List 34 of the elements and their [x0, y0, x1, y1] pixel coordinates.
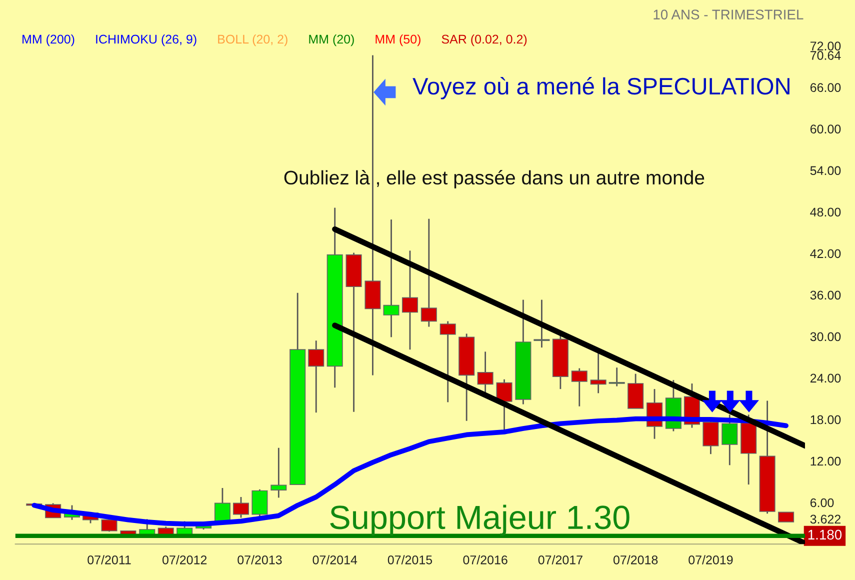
y-tick-label: 60.00 — [810, 124, 841, 134]
annotation: Support Majeur 1.30 — [330, 504, 630, 536]
y-tick-label: 48.00 — [810, 208, 841, 217]
legend-label: BOLL (20, 2) — [218, 34, 288, 46]
y-tick-label: 70.64 — [810, 51, 841, 60]
ref-line-label: 1.180 — [808, 530, 842, 540]
y-tick-label: 66.00 — [810, 83, 841, 92]
y-tick-label: 42.00 — [810, 249, 841, 258]
y-tick-label: 72.00 — [810, 42, 841, 50]
x-tick-label: 07/2018 — [613, 555, 658, 564]
y-tick-label: 18.00 — [810, 415, 841, 424]
legend-label: MM (50) — [376, 34, 420, 46]
x-tick-label: 07/2015 — [388, 555, 432, 564]
x-tick-label: 07/2012 — [162, 555, 207, 564]
annotation: Voyez où a mené la SPECULATION — [412, 77, 790, 100]
annotation: Oubliez là , elle est passée dans un autre monde — [284, 170, 704, 188]
y-tick-label: 3.622 — [810, 514, 840, 524]
x-tick-label: 07/2013 — [238, 555, 282, 564]
chart-subtitle: 10 ANS - TRIMESTRIEL — [654, 10, 804, 20]
legend-label: SAR (0.02, 0.2) — [442, 34, 527, 46]
y-tick-label: 6.00 — [810, 498, 834, 508]
x-tick-label: 07/2011 — [88, 555, 131, 564]
y-tick-label: 30.00 — [810, 332, 841, 342]
x-tick-label: 07/2019 — [688, 555, 733, 564]
x-tick-label: 07/2014 — [312, 555, 358, 564]
text: MM (200) — [22, 34, 74, 46]
legend-label: MM (20) — [309, 34, 354, 46]
x-tick-label: 07/2017 — [538, 555, 582, 564]
y-tick-label: 36.00 — [810, 290, 841, 300]
y-tick-label: 54.00 — [810, 166, 841, 176]
legend-label: ICHIMOKU (26, 9) — [96, 34, 196, 46]
y-tick-label: 24.00 — [810, 374, 841, 383]
y-tick-label: 12.00 — [810, 456, 841, 466]
x-tick-label: 07/2016 — [463, 555, 508, 564]
